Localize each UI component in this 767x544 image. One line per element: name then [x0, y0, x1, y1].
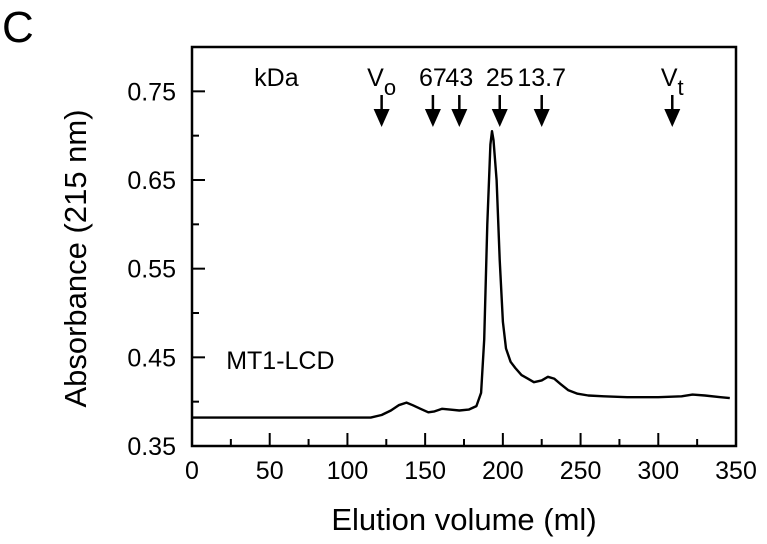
marker-arrow-head: [373, 109, 390, 127]
x-tick-label: 300: [637, 457, 679, 485]
trace-annotation: MT1-LCD: [226, 347, 334, 375]
y-tick-label: 0.45: [127, 344, 176, 372]
marker-arrow-head: [451, 109, 468, 127]
x-tick-label: 200: [482, 457, 524, 485]
marker-arrow-head: [533, 109, 550, 127]
marker-subscript: o: [384, 75, 396, 100]
plot-frame: [190, 45, 738, 448]
marker-label: 13.7: [517, 64, 566, 92]
x-tick-label: 250: [560, 457, 602, 485]
marker-arrow-head: [491, 109, 508, 127]
y-axis-title: Absorbance (215 nm): [58, 109, 93, 407]
y-tick-label: 0.35: [127, 433, 176, 461]
marker-label: Vt: [661, 64, 684, 100]
x-tick-label: 350: [715, 457, 757, 485]
x-tick-label: 0: [185, 457, 199, 485]
y-tick-label: 0.55: [127, 256, 176, 284]
marker-label: Vo: [367, 64, 396, 100]
marker-label: 25: [486, 64, 514, 92]
marker-subscript: t: [678, 75, 684, 100]
marker-arrow-head: [664, 109, 681, 127]
marker-header: kDa: [254, 64, 299, 92]
x-tick-label: 150: [404, 457, 446, 485]
x-tick-label: 100: [327, 457, 369, 485]
x-tick-label: 50: [256, 457, 284, 485]
panel-label: C: [2, 3, 34, 52]
plot-area: 0.35 0.45 0.55 0.65 0.75 0 50 100 150 200 250 300 35…: [127, 45, 757, 485]
series-line: [192, 130, 730, 419]
marker-arrow-head: [424, 109, 441, 127]
y-tick-label: 0.75: [127, 78, 176, 106]
marker-label: 67: [419, 64, 447, 92]
x-axis-title: Elution volume (ml): [331, 502, 596, 537]
marker-label: 43: [445, 64, 473, 92]
y-tick-label: 0.65: [127, 167, 176, 195]
